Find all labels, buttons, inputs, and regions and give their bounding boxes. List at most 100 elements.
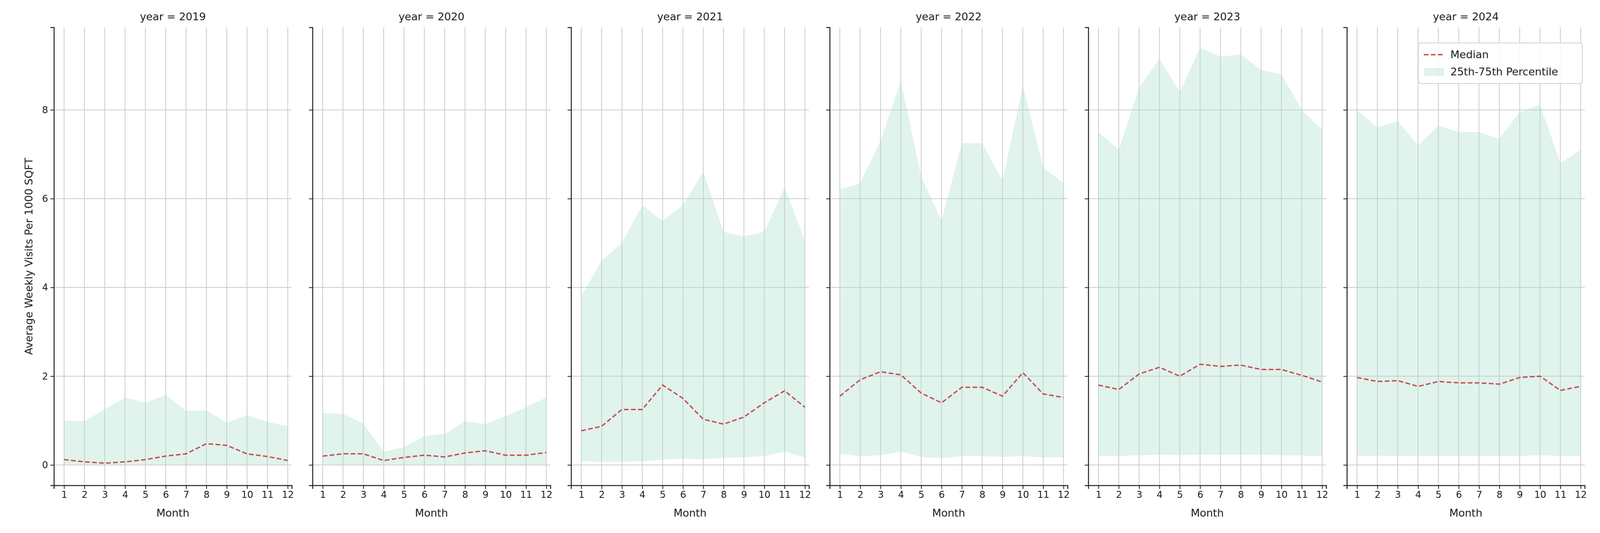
grid-line-y	[53, 198, 292, 200]
x-tick: 1	[837, 485, 843, 501]
x-tick-label: 2	[1116, 489, 1122, 501]
x-tick: 8	[979, 485, 986, 501]
x-tick-label: 3	[619, 489, 625, 501]
y-tick	[567, 465, 572, 466]
y-axis	[567, 27, 572, 486]
x-tick-label: 2	[598, 489, 605, 501]
x-axis-line	[54, 485, 293, 490]
y-axis-line	[1343, 27, 1348, 486]
x-tick-label: 1	[61, 489, 68, 501]
x-tick: 6	[1197, 485, 1204, 501]
grid-line-x	[423, 27, 425, 486]
median-line	[1357, 376, 1581, 391]
x-tick-mark	[84, 485, 86, 490]
x-tick: 8	[1496, 485, 1503, 501]
y-tick-mark	[308, 198, 313, 200]
x-axis-title: Month	[1449, 507, 1483, 520]
x-tick-mark	[1281, 485, 1283, 490]
x-tick-mark	[125, 485, 126, 490]
x-tick-label: 10	[241, 489, 254, 501]
x-tick: 12	[1057, 485, 1070, 501]
x-tick-label: 3	[101, 489, 108, 501]
y-tick-mark	[1084, 109, 1089, 111]
plot-area	[1098, 47, 1323, 457]
x-tick: 3	[877, 485, 884, 501]
x-axis: 123456789101112	[54, 485, 295, 501]
y-tick-mark	[50, 287, 54, 289]
x-tick-label: 8	[462, 489, 468, 501]
panel: 123456789101112year = 2020Month	[308, 10, 553, 520]
panel: 12345678910111202468year = 2019MonthAver…	[22, 10, 294, 520]
x-tick-label: 5	[1435, 489, 1442, 501]
grid-line-y	[829, 464, 1068, 466]
x-tick-mark	[64, 485, 65, 490]
x-tick-label: 6	[938, 489, 945, 501]
x-tick: 8	[462, 485, 468, 501]
x-tick-mark	[165, 485, 167, 490]
grid	[312, 27, 551, 486]
x-tick-label: 9	[741, 489, 747, 501]
x-tick-label: 2	[857, 489, 864, 501]
x-tick-label: 2	[340, 489, 347, 501]
grid-line-y	[53, 464, 292, 466]
y-axis-line	[1084, 27, 1089, 486]
x-tick-label: 11	[1296, 489, 1309, 501]
y-tick	[1084, 198, 1089, 200]
y-tick-label: 4	[42, 282, 49, 293]
panel-title: year = 2024	[1432, 10, 1499, 23]
x-tick: 6	[1455, 485, 1462, 501]
x-tick: 3	[1394, 485, 1401, 501]
x-tick-mark	[383, 485, 385, 490]
y-tick	[826, 376, 830, 377]
y-tick-label: 2	[42, 371, 49, 383]
legend-label: 25th-75th Percentile	[1450, 65, 1559, 78]
x-tick: 7	[1476, 485, 1483, 501]
x-tick: 2	[1374, 485, 1381, 501]
x-tick-label: 1	[837, 489, 843, 501]
grid-line-y	[312, 464, 551, 466]
x-tick: 9	[223, 485, 230, 501]
x-axis-title: Month	[932, 507, 966, 520]
x-tick-label: 7	[1217, 489, 1224, 501]
x-tick-label: 11	[1554, 489, 1567, 501]
x-tick-label: 8	[979, 489, 986, 501]
x-tick: 4	[122, 485, 129, 501]
x-tick-mark	[464, 485, 466, 490]
x-tick: 4	[898, 485, 904, 501]
x-tick-label: 3	[1394, 489, 1401, 501]
y-axis	[1343, 27, 1348, 486]
x-tick-mark	[900, 485, 902, 490]
x-tick-label: 10	[1534, 489, 1547, 501]
grid	[1088, 27, 1327, 486]
x-tick-mark	[1397, 485, 1399, 490]
x-tick: 9	[999, 485, 1006, 501]
x-tick: 5	[659, 485, 666, 501]
y-tick	[1343, 465, 1347, 466]
grid-line-y	[312, 287, 551, 288]
x-tick-label: 8	[720, 489, 727, 501]
x-tick-mark	[322, 485, 324, 490]
x-tick-mark	[1458, 485, 1460, 490]
y-tick-mark	[1084, 464, 1089, 466]
x-tick-mark	[1240, 485, 1242, 490]
x-tick-label: 9	[1516, 489, 1523, 501]
y-tick	[308, 465, 313, 466]
x-tick: 10	[1275, 485, 1288, 501]
x-tick-mark	[444, 485, 446, 490]
x-tick-mark	[921, 485, 922, 490]
x-tick-label: 6	[421, 489, 428, 501]
grid-line-y	[1346, 109, 1585, 111]
x-axis: 123456789101112	[1347, 485, 1588, 501]
x-tick-label: 9	[1258, 489, 1265, 501]
x-tick-label: 8	[1496, 489, 1503, 501]
x-tick: 10	[1017, 485, 1030, 501]
plot-area	[322, 397, 547, 465]
x-tick-mark	[1118, 485, 1120, 490]
x-tick-mark	[1539, 485, 1541, 490]
y-tick-mark	[50, 198, 54, 200]
x-tick-mark	[525, 485, 527, 490]
x-tick-mark	[1022, 485, 1024, 490]
x-tick: 1	[61, 485, 68, 501]
x-tick-label: 8	[203, 489, 210, 501]
x-tick-label: 3	[360, 489, 367, 501]
